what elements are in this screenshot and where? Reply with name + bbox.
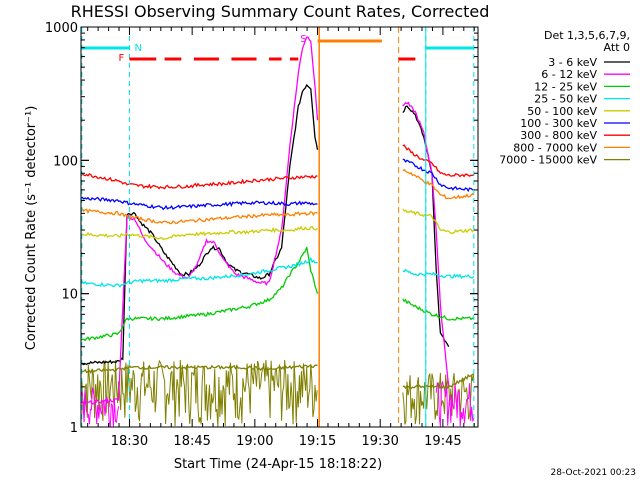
series-line-6-seg-0	[80, 196, 318, 211]
series-line-6-seg-1	[402, 158, 474, 193]
flag-saa-label: S	[300, 34, 306, 45]
legend-label-3: 12 - 25 keV	[534, 80, 597, 93]
series-line-3-seg-0	[80, 246, 319, 342]
legend-header-line1: Det 1,3,5,6,7,9,	[544, 29, 630, 42]
flag-flare-label: F	[118, 53, 124, 64]
noise-band-0-0	[80, 359, 318, 427]
legend-label-1: 3 - 6 keV	[548, 56, 597, 69]
series-line-5-seg-1	[402, 208, 475, 235]
plot-area: NF S	[80, 27, 475, 428]
y-tick-label: 1	[70, 421, 78, 436]
legend-header-line2: Att 0	[604, 41, 630, 54]
legend-label-7: 300 - 800 keV	[520, 129, 597, 142]
footer-timestamp: 28-Oct-2021 00:23	[551, 468, 636, 478]
series-line-3-seg-1	[402, 298, 475, 321]
chart-title: RHESSI Observing Summary Count Rates, Co…	[71, 2, 490, 21]
series-line-2-seg-0	[80, 36, 319, 405]
x-tick-label: 19:15	[299, 434, 336, 449]
x-axis: 18:30 18:45 19:00 19:15 19:30 19:45	[87, 27, 475, 449]
y-axis-title: Corrected Count Rate (s⁻¹ detector⁻¹)	[24, 106, 39, 351]
series-line-4-seg-1	[402, 268, 475, 279]
x-axis-title: Start Time (24-Apr-15 18:18:22)	[174, 457, 382, 472]
plot-frame	[80, 26, 479, 428]
legend-label-8: 800 - 7000 keV	[513, 141, 597, 154]
legend-label-9: 7000 - 15000 keV	[499, 154, 597, 167]
noise-band-0-1	[402, 372, 475, 425]
y-tick-label: 1000	[45, 21, 78, 36]
series-line-5-seg-0	[80, 225, 318, 241]
y-tick-label: 100	[53, 154, 78, 169]
x-tick-label: 19:45	[424, 434, 461, 449]
series-line-8-seg-1	[402, 168, 475, 200]
noise-band-1-0	[80, 387, 120, 428]
legend-label-4: 25 - 50 keV	[534, 93, 597, 106]
noise-band-1-1	[435, 381, 475, 427]
y-axis: 1 10 100 1000	[45, 21, 478, 436]
x-tick-label: 18:30	[111, 434, 148, 449]
series-line-9-seg-1	[402, 373, 475, 390]
y-tick-label: 10	[61, 288, 78, 303]
series-line-9-seg-0	[80, 364, 318, 374]
flag-night-label: N	[134, 43, 141, 54]
legend-label-6: 100 - 300 keV	[520, 117, 597, 130]
x-tick-label: 18:45	[173, 434, 210, 449]
legend-label-5: 50 - 100 keV	[527, 105, 597, 118]
x-tick-label: 19:00	[236, 434, 273, 449]
series-line-4-seg-0	[80, 256, 318, 288]
x-tick-label: 19:30	[361, 434, 398, 449]
series-line-7-seg-1	[402, 144, 475, 178]
series-line-8-seg-0	[80, 207, 318, 225]
series-line-7-seg-0	[80, 172, 318, 190]
legend-label-2: 6 - 12 keV	[541, 68, 597, 81]
